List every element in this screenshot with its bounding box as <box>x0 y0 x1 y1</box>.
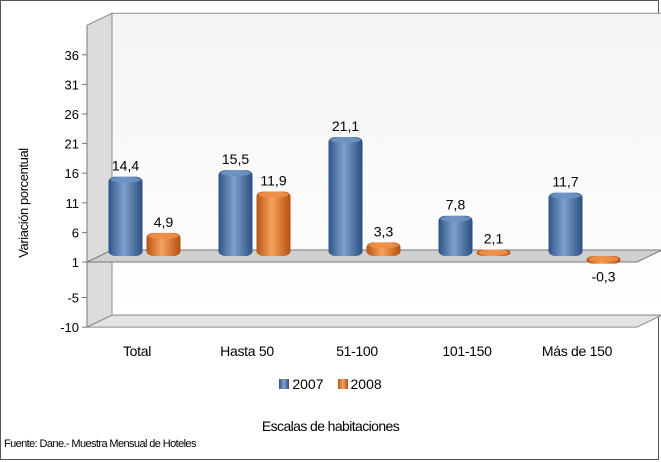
bar-cap <box>148 232 179 239</box>
x-tick-label: 51-100 <box>336 343 378 359</box>
legend-item-2008: 2008 <box>337 376 382 392</box>
bar-body <box>218 170 253 256</box>
y-tick-label: 21 <box>65 137 79 152</box>
bar-2007 <box>328 137 363 256</box>
bars <box>108 137 621 264</box>
data-label: 14,4 <box>112 158 139 174</box>
bar-body <box>548 192 583 256</box>
y-tick-label: 1 <box>72 255 79 270</box>
bar-body <box>256 191 291 256</box>
bar-cap <box>110 176 141 183</box>
plot-walls <box>86 12 661 328</box>
legend-swatch-2007 <box>279 379 290 389</box>
data-label: 11,7 <box>552 174 578 190</box>
bar-body <box>108 176 143 256</box>
bar-2008 <box>256 191 291 256</box>
legend-label-2008: 2008 <box>350 376 382 392</box>
x-tick-label: Hasta 50 <box>220 343 274 359</box>
side-wall <box>86 12 113 328</box>
bar-2008 <box>146 232 181 256</box>
y-tick-label: -10 <box>60 320 79 335</box>
data-label: 11,9 <box>260 172 286 188</box>
bar-cap <box>478 249 509 256</box>
y-tick-label: 36 <box>65 48 79 63</box>
data-label: 4,9 <box>154 214 174 230</box>
x-tick-label: Total <box>123 343 151 359</box>
bar-2008 <box>586 256 621 264</box>
data-label: 15,5 <box>222 151 249 167</box>
bar-body <box>328 137 363 256</box>
bar-2007 <box>218 170 253 256</box>
bar-cap <box>368 242 399 249</box>
y-tick-label: 11 <box>66 196 80 211</box>
bar-2007 <box>108 176 143 256</box>
legend-swatch-2008 <box>337 379 348 389</box>
bar-cap <box>258 191 289 198</box>
legend: 2007 2008 <box>0 376 661 392</box>
bar-body <box>438 215 473 256</box>
y-tick-label: -5 <box>67 291 79 306</box>
data-label: 2,1 <box>484 230 504 246</box>
data-label: 3,3 <box>374 223 394 239</box>
source-note: Fuente: Dane.- Muestra Mensual de Hotele… <box>4 438 196 450</box>
bar-2007 <box>548 192 583 256</box>
bar-2007 <box>438 215 473 256</box>
bar-cap <box>220 170 251 177</box>
data-labels: 14,4 4,9 Total 15,5 11,9 Hasta 50 21,1 3,3 51-10… <box>112 118 616 359</box>
legend-item-2007: 2007 <box>279 376 324 392</box>
bar-cap <box>550 192 581 199</box>
bar-body <box>146 232 181 256</box>
data-label: -0,3 <box>591 269 615 285</box>
x-tick-label: Más de 150 <box>542 343 613 359</box>
bar-cap <box>330 137 361 144</box>
y-tick-label: 31 <box>65 77 79 92</box>
bar-2008 <box>476 249 511 256</box>
y-tick-label: 26 <box>65 107 79 122</box>
legend-label-2007: 2007 <box>292 376 324 392</box>
bar-2008 <box>366 242 401 256</box>
y-tick-label: 16 <box>65 166 79 181</box>
bar-cap <box>588 256 619 262</box>
data-label: 7,8 <box>446 197 466 213</box>
x-tick-label: 101-150 <box>442 343 492 359</box>
back-wall <box>111 12 661 316</box>
y-tick-label: 6 <box>72 225 79 240</box>
x-axis-title: Escalas de habitaciones <box>261 418 400 434</box>
y-axis-label: Variación porcentual <box>16 148 31 258</box>
bar-cap <box>440 215 471 222</box>
floor <box>86 314 661 328</box>
data-label: 21,1 <box>332 118 359 134</box>
